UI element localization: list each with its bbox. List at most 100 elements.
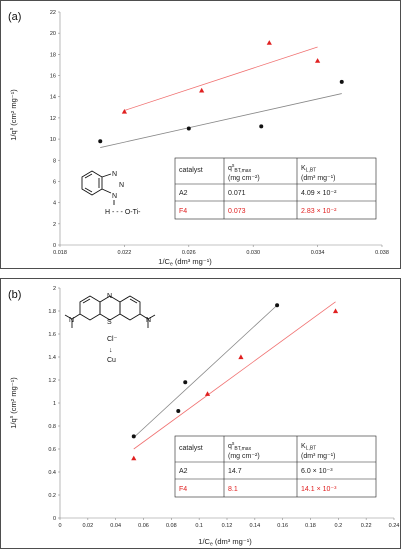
svg-text:N: N	[119, 182, 124, 189]
x-tick-label: 0.18	[305, 523, 316, 529]
table-a-row-a2-k: 4.09 × 10⁻²	[301, 190, 337, 197]
data-point-a2	[339, 79, 344, 84]
x-tick-label: 0.14	[249, 523, 260, 529]
y-tick-label: 2	[53, 286, 56, 292]
chart-b-xlabel: 1/Ce (dm³ mg⁻¹)	[198, 537, 252, 548]
table-b-row-f4-catalyst: F4	[179, 486, 187, 493]
panel-b-label: (b)	[8, 289, 21, 301]
x-tick-label: 0.08	[166, 523, 177, 529]
table-b: catalyst qsBT,max (mg cm⁻²) KL,BT (dm³ m…	[174, 435, 377, 498]
table-b-row-f4-q: 8.1	[228, 486, 238, 493]
y-tick-label: 10	[50, 137, 56, 143]
fit-line-f4	[124, 46, 318, 111]
y-tick-label: 8	[53, 158, 56, 164]
x-tick-label: 0.018	[53, 250, 67, 256]
panel-a-label: (a)	[8, 11, 21, 23]
chart-b-ylabel: 1/qs (cm² mg⁻¹)	[9, 377, 18, 429]
data-point-f4	[204, 391, 211, 396]
x-tick-label: 0.24	[389, 523, 400, 529]
x-tick-label: 0.022	[118, 250, 132, 256]
table-b-header-q: qsBT,max	[228, 441, 252, 452]
table-a-row-f4-k: 2.83 × 10⁻²	[301, 208, 337, 215]
data-point-a2	[98, 139, 103, 144]
y-tick-label: 1.4	[48, 355, 56, 361]
table-a: catalyst qsBT,max (mg cm⁻²) KL,BT (dm³ m…	[174, 157, 377, 220]
table-a-header-q: qsBT,max	[228, 163, 252, 174]
chart-a-fit-lines	[100, 46, 342, 148]
x-tick-label: 0.030	[246, 250, 260, 256]
chart-b-ticks: 0 0.02 0.04 0.06 0.08 0.1 0.12 0.14 0.16 0.18 0.2 0…	[48, 286, 399, 529]
molecule-b-s-label: S	[107, 319, 112, 326]
molecule-a-anchor-label: H - - - O-Ti-	[105, 209, 141, 216]
chart-a-ticks: 0.018 0.022 0.026 0.030 0.034 0.038 0 2 4 6 8 10 12 1…	[50, 10, 389, 256]
table-b-header-q-unit: (mg cm⁻²)	[228, 453, 260, 460]
data-point-f4	[238, 354, 244, 360]
molecule-b-chloride: Cl⁻	[107, 336, 118, 343]
table-a-header-catalyst: catalyst	[179, 167, 203, 174]
chart-a-svg: (a) 0.018 0.022 0.026 0.030 0.034 0.038 0 2 4 6 8 1…	[0, 0, 401, 269]
table-a-row-a2-q: 0.071	[228, 190, 246, 197]
x-tick-label: 0.06	[138, 523, 149, 529]
table-b-row-a2-q: 14.7	[228, 468, 242, 475]
table-b-row-f4-k: 14.1 × 10⁻³	[301, 486, 337, 493]
y-tick-label: 0.8	[48, 424, 56, 430]
x-tick-label: 0.16	[277, 523, 288, 529]
y-tick-label: 1.6	[48, 332, 56, 338]
table-b-header-k-unit: (dm³ mg⁻¹)	[301, 453, 335, 460]
data-point-a2	[131, 434, 136, 439]
chart-a-xlabel: 1/Ce (dm³ mg⁻¹)	[158, 257, 212, 268]
x-tick-label: 0.12	[222, 523, 233, 529]
table-a-header-k-unit: (dm³ mg⁻¹)	[301, 175, 335, 182]
x-tick-label: 0.02	[82, 523, 93, 529]
data-point-a2	[183, 380, 188, 385]
data-point-a2	[186, 126, 191, 131]
chart-b-fit-lines	[133, 301, 336, 450]
y-tick-label: 0.2	[48, 493, 56, 499]
data-point-f4	[315, 58, 321, 63]
y-tick-label: 4	[53, 201, 56, 207]
y-tick-label: 12	[50, 116, 56, 122]
y-tick-label: 1.2	[48, 378, 56, 384]
table-a-row-f4-catalyst: F4	[179, 208, 187, 215]
x-tick-label: 0.034	[311, 250, 325, 256]
y-tick-label: 20	[50, 31, 56, 37]
panel-b-frame	[0, 278, 401, 549]
y-tick-label: 6	[53, 179, 56, 185]
data-point-f4	[332, 308, 339, 314]
x-tick-label: 0.04	[110, 523, 121, 529]
y-tick-label: 0.6	[48, 447, 56, 453]
y-tick-label: 2	[53, 222, 56, 228]
molecule-b-cu: Cu	[107, 357, 116, 364]
chart-a-axes	[59, 12, 382, 246]
x-tick-label: 0.038	[375, 250, 389, 256]
data-point-a2	[259, 124, 264, 129]
y-tick-label: 0	[53, 243, 56, 249]
fit-line-a2	[133, 304, 278, 438]
data-point-a2	[275, 303, 280, 308]
panel-a-frame	[0, 0, 401, 269]
table-b-header-catalyst: catalyst	[179, 445, 203, 452]
x-tick-label: 0.1	[195, 523, 203, 529]
chart-a-points	[98, 40, 344, 144]
table-b-row-a2-catalyst: A2	[179, 468, 188, 475]
y-tick-label: 16	[50, 74, 56, 80]
molecule-b-n-left-label: N	[69, 317, 74, 324]
data-point-a2	[176, 409, 181, 414]
y-tick-label: 1	[53, 401, 56, 407]
y-tick-label: 18	[50, 52, 56, 58]
data-point-f4	[131, 455, 137, 461]
y-tick-label: 0.4	[48, 470, 56, 476]
svg-text:N: N	[112, 171, 117, 178]
molecule-b-arrow: ↓	[109, 347, 113, 354]
table-b-row-a2-k: 6.0 × 10⁻³	[301, 468, 333, 475]
table-a-header-q-unit: (mg cm⁻²)	[228, 175, 260, 182]
table-a-header-k: KL,BT	[301, 165, 316, 174]
svg-text:N: N	[112, 193, 117, 200]
chart-panel-b: (b) 0 0.02 0.04 0.06 0.08 0.1 0.12 0.14 0.16 0.18…	[0, 278, 402, 550]
methylene-blue-structure: N S N N	[64, 293, 156, 328]
chart-panel-a: (a) 0.018 0.022 0.026 0.030 0.034 0.038 0 2 4 6 8 1…	[0, 0, 402, 270]
table-a-row-a2-catalyst: A2	[179, 190, 188, 197]
table-b-header-k: KL,BT	[301, 443, 316, 452]
y-tick-label: 1.8	[48, 309, 56, 315]
fit-line-f4	[133, 301, 336, 450]
